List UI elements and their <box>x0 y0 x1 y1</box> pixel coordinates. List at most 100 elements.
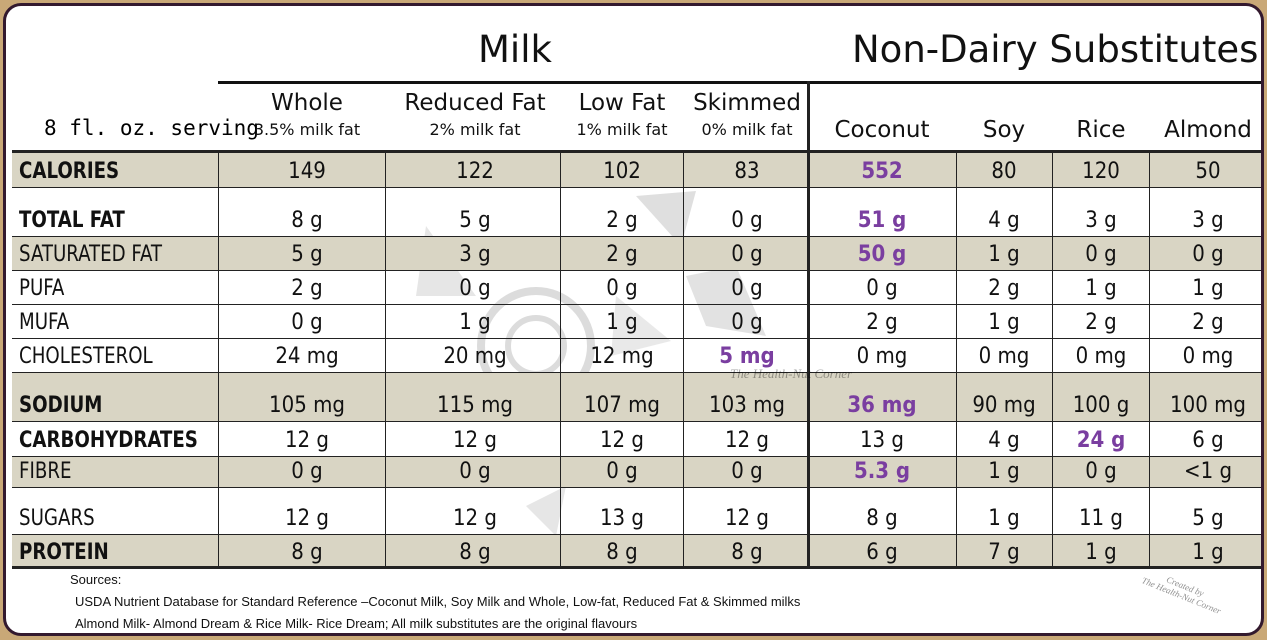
table-cell: 83 <box>734 159 760 184</box>
table-cell: 107 mg <box>584 393 660 418</box>
sources-heading: Sources: <box>70 572 122 587</box>
table-cell: 0 mg <box>1182 344 1234 369</box>
table-cell: 12 g <box>452 506 498 531</box>
credit-stamp: Created by The Health-Nut Corner <box>1140 566 1226 616</box>
sources-block: Sources: USDA Nutrient Database for Stan… <box>70 569 801 633</box>
column-divider <box>1052 152 1053 568</box>
table-cell: 8 g <box>291 208 323 233</box>
table-cell: 20 mg <box>443 344 507 369</box>
table-cell: 1 g <box>606 310 638 335</box>
table-cell: 0 g <box>731 242 763 267</box>
table-cell: 1 g <box>1192 540 1224 565</box>
table-cell: 0 g <box>1085 242 1117 267</box>
table-cell: 0 g <box>459 276 491 301</box>
table-cell: 0 g <box>731 310 763 335</box>
table-cell: 0 g <box>731 208 763 233</box>
table-cell: 4 g <box>988 428 1020 453</box>
table-cell: 36 mg <box>847 393 917 418</box>
table-cell: 1 g <box>459 310 491 335</box>
column-header-almond: Almond <box>1164 117 1252 143</box>
row-divider <box>12 236 1261 237</box>
table-cell: 1 g <box>1192 276 1224 301</box>
row-divider <box>12 487 1261 488</box>
table-cell: 6 g <box>866 540 898 565</box>
table-cell: 552 <box>861 159 903 184</box>
table-cell: 2 g <box>866 310 898 335</box>
table-cell: 122 <box>456 159 494 184</box>
row-label: CARBOHYDRATES <box>19 428 198 453</box>
table-cell: 1 g <box>988 310 1020 335</box>
row-divider <box>12 534 1261 535</box>
table-cell: 13 g <box>599 506 645 531</box>
table-cell: 50 g <box>857 242 907 267</box>
row-label: CHOLESTEROL <box>19 344 153 369</box>
table-cell: 24 mg <box>275 344 339 369</box>
table-cell: 5 mg <box>719 344 775 369</box>
row-divider <box>12 421 1261 422</box>
table-cell: 8 g <box>606 540 638 565</box>
column-header-skimmed: Skimmed <box>693 90 801 116</box>
table-cell: 103 mg <box>709 393 785 418</box>
table-cell: 0 g <box>731 459 763 484</box>
row-divider <box>12 150 1261 153</box>
table-cell: 51 g <box>857 208 907 233</box>
table-cell: 8 g <box>291 540 323 565</box>
table-cell: 7 g <box>988 540 1020 565</box>
column-divider <box>560 152 561 568</box>
column-header-soy: Soy <box>982 117 1026 143</box>
table-cell: 0 g <box>291 310 323 335</box>
column-header-low-fat: Low Fat <box>578 90 666 116</box>
column-header-coconut: Coconut <box>834 117 930 143</box>
table-cell: 12 g <box>599 428 645 453</box>
column-subheader: 1% milk fat <box>576 120 668 139</box>
table-cell: 2 g <box>291 276 323 301</box>
table-cell: 6 g <box>1192 428 1224 453</box>
table-cell: 0 g <box>291 459 323 484</box>
column-header-whole: Whole <box>271 90 343 116</box>
column-divider <box>218 152 219 568</box>
row-divider <box>12 456 1261 457</box>
table-cell: 5.3 g <box>853 459 911 484</box>
serving-size-label: 8 fl. oz. serving <box>44 116 259 140</box>
table-cell: 8 g <box>731 540 763 565</box>
table-cell: 1 g <box>988 506 1020 531</box>
table-cell: 2 g <box>988 276 1020 301</box>
row-label: SATURATED FAT <box>19 242 163 267</box>
column-divider <box>1149 152 1150 568</box>
row-label: TOTAL FAT <box>19 208 125 233</box>
row-divider <box>12 338 1261 339</box>
sources-line-2: Almond Milk- Almond Dream & Rice Milk- R… <box>75 616 638 631</box>
table-cell: 0 mg <box>856 344 908 369</box>
table-cell: 5 g <box>459 208 491 233</box>
table-cell: 105 mg <box>269 393 345 418</box>
table-cell: 102 <box>603 159 641 184</box>
table-cell: 2 g <box>606 242 638 267</box>
table-cell: 1 g <box>988 242 1020 267</box>
table-cell: 0 g <box>606 276 638 301</box>
row-divider <box>12 187 1261 188</box>
row-divider <box>12 372 1261 373</box>
table-cell: 0 g <box>606 459 638 484</box>
table-cell: 5 g <box>291 242 323 267</box>
sources-line-1: USDA Nutrient Database for Standard Refe… <box>75 594 801 609</box>
row-label: PUFA <box>19 276 65 301</box>
row-label: CALORIES <box>19 159 120 184</box>
table-cell: 12 g <box>284 428 330 453</box>
table-cell: 0 mg <box>978 344 1030 369</box>
table-cell: 2 g <box>1085 310 1117 335</box>
row-divider <box>12 304 1261 305</box>
table-cell: 1 g <box>988 459 1020 484</box>
column-header-rice: Rice <box>1076 117 1126 143</box>
table-cell: 5 g <box>1192 506 1224 531</box>
row-label: MUFA <box>19 310 70 335</box>
table-cell: <1 g <box>1183 459 1233 484</box>
table-cell: 3 g <box>459 242 491 267</box>
row-label: SUGARS <box>19 506 95 531</box>
table-cell: 12 g <box>452 428 498 453</box>
table-cell: 13 g <box>859 428 905 453</box>
table-cell: 120 <box>1082 159 1120 184</box>
row-label: PROTEIN <box>19 540 109 565</box>
table-cell: 3 g <box>1192 208 1224 233</box>
table-cell: 4 g <box>988 208 1020 233</box>
row-divider <box>12 566 1261 569</box>
